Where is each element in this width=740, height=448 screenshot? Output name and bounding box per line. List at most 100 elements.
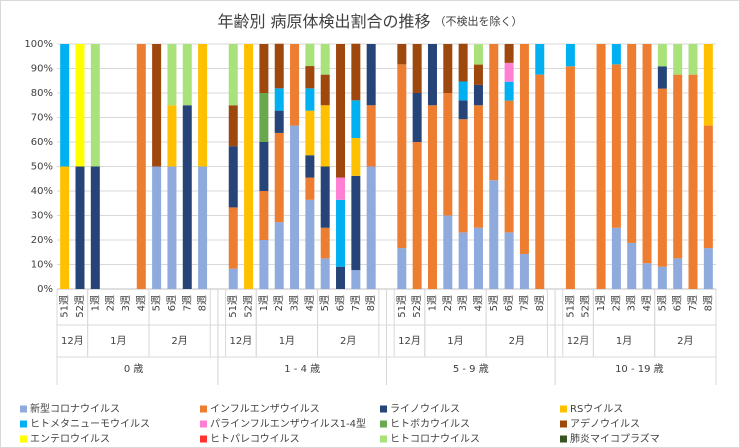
month-label: 1月 [616, 335, 632, 347]
bar-segment [305, 177, 315, 200]
bar-segment [305, 88, 315, 111]
bar-segment [320, 258, 330, 289]
bar-segment [320, 74, 330, 106]
bar-segment [504, 100, 514, 233]
bar-segment [366, 105, 376, 167]
bar-segment [274, 132, 284, 223]
month-label: 1月 [447, 335, 463, 347]
bar-segment [397, 248, 407, 289]
bar-segment [397, 44, 407, 65]
bar-segment [473, 105, 483, 228]
week-label: 52週 [411, 295, 423, 318]
bar-segment [274, 110, 284, 133]
bar-segment [611, 44, 621, 65]
legend-swatch [380, 435, 387, 443]
bar-segment [182, 44, 192, 106]
bar-segment [565, 44, 575, 67]
week-label: 5週 [151, 295, 163, 311]
bar-segment [320, 44, 330, 75]
bar-segment [351, 138, 361, 176]
bar-segment [259, 142, 269, 191]
legend-label: アデノウイルス [570, 417, 640, 430]
bar-segment [443, 215, 453, 289]
bar-segment [703, 44, 713, 126]
month-label: 2月 [171, 335, 187, 347]
week-label: 5週 [488, 295, 500, 311]
legend-label: 肺炎マイコプラズマ [570, 432, 660, 445]
month-label: 2月 [509, 335, 525, 347]
bar-segment [504, 81, 514, 101]
bar-segment [458, 119, 468, 233]
week-label: 7週 [181, 295, 193, 311]
legend-label: ヒトパレコウイルス [210, 433, 300, 445]
bar-segment [336, 44, 346, 178]
bar-segment [443, 44, 453, 93]
bar-segment [274, 222, 284, 289]
legend-label: RSウイルス [570, 403, 623, 415]
bar-segment [320, 166, 330, 228]
y-tick-label: 10% [31, 260, 53, 271]
bar-segment [657, 66, 667, 89]
bar-segment [657, 266, 667, 289]
legend-label: パラインフルエンザウイルス1-4型 [210, 417, 366, 430]
age-group-label: 0 歳 [124, 363, 144, 375]
bar-segment [274, 43, 284, 89]
bar-segment [244, 44, 254, 289]
week-label: 3週 [120, 295, 132, 311]
bar-segment [458, 232, 468, 289]
bar-segment [627, 242, 637, 289]
week-label: 3週 [457, 295, 469, 311]
month-label: 2月 [677, 335, 693, 347]
bar-segment [75, 44, 85, 167]
bar-segment [412, 142, 422, 289]
week-label: 2週 [273, 295, 285, 311]
bar-segment [351, 175, 361, 271]
bar-segment [351, 100, 361, 139]
bar-segment [504, 62, 514, 82]
y-tick-label: 30% [31, 211, 53, 222]
bar-segment [198, 44, 208, 167]
bar-segment [305, 66, 315, 89]
bar-segment [397, 64, 407, 249]
bar-segment [673, 258, 683, 289]
week-label: 8週 [702, 295, 714, 311]
chart-title: 年齢別 病原体検出割合の推移 [217, 12, 430, 31]
week-label: 5週 [656, 295, 668, 311]
bar-segment [259, 240, 269, 289]
bar-segment [535, 44, 545, 75]
bar-segment [228, 105, 238, 147]
week-label: 4週 [304, 295, 316, 311]
legend-swatch [560, 435, 567, 443]
bar-segment [60, 44, 70, 167]
bar-segment [305, 155, 315, 178]
legend-swatch [380, 405, 387, 413]
legend-swatch [200, 435, 207, 443]
week-label: 3週 [626, 295, 638, 311]
bar-segment [305, 199, 315, 289]
month-label: 12月 [398, 335, 421, 347]
week-label: 8週 [534, 295, 546, 311]
legend-swatch [200, 405, 207, 413]
bar-segment [351, 270, 361, 289]
bar-segment [228, 146, 238, 208]
bar-segment [703, 125, 713, 249]
chart-heading: 年齢別 病原体検出割合の推移 （不検出を除く） [217, 12, 522, 31]
bar-segment [427, 105, 437, 289]
bar-segment [198, 166, 208, 289]
age-group-label: 1 - 4 歳 [284, 363, 320, 375]
bar-segment [596, 44, 606, 289]
bar-segment [336, 199, 346, 267]
bar-segment [489, 180, 499, 289]
week-label: 51週 [227, 295, 239, 318]
bar-segment [305, 110, 315, 156]
bar-segment [182, 105, 192, 289]
week-label: 6週 [503, 295, 515, 311]
month-label: 1月 [279, 335, 295, 347]
bar-segment [473, 64, 483, 85]
bar-segment [412, 44, 422, 93]
age-group-label: 10 - 19 歳 [615, 363, 664, 375]
y-tick-label: 70% [31, 113, 53, 124]
y-tick-label: 60% [31, 137, 53, 148]
legend-label: ヒトコロナウイルス [390, 433, 480, 445]
